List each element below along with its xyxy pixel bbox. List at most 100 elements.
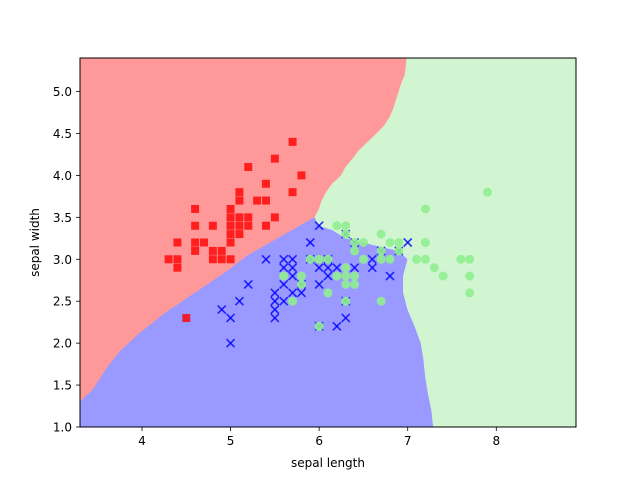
point-class-2 [412, 254, 422, 264]
point-class-1 [332, 321, 342, 331]
decision-regions [79, 57, 577, 428]
y-tick-label: 2.0 [53, 337, 72, 351]
region-class-2 [314, 57, 577, 428]
point-class-0 [208, 255, 217, 264]
point-class-1 [288, 254, 298, 264]
y-tick-label: 1.5 [53, 379, 72, 393]
point-class-2 [465, 288, 475, 298]
point-class-0 [173, 238, 182, 247]
point-class-1 [226, 338, 236, 348]
point-class-1 [270, 288, 280, 298]
point-class-2 [385, 254, 395, 264]
y-tick-label: 3.0 [53, 253, 72, 267]
point-class-1 [279, 263, 289, 273]
point-class-0 [217, 255, 226, 264]
y-tick-label: 2.5 [53, 295, 72, 309]
point-class-1 [305, 237, 315, 248]
point-class-2 [420, 238, 430, 247]
point-class-0 [191, 238, 200, 247]
y-axis-label: sepal width [28, 208, 42, 277]
x-tick-label: 7 [404, 434, 412, 448]
x-tick-label: 6 [315, 434, 323, 448]
point-class-0 [270, 213, 279, 222]
point-class-2 [376, 229, 386, 239]
point-class-1 [279, 279, 289, 289]
point-class-1 [314, 263, 324, 273]
point-class-0 [164, 255, 173, 264]
point-class-2 [279, 271, 289, 281]
point-class-1 [332, 263, 342, 273]
point-class-0 [244, 163, 253, 172]
point-class-0 [226, 221, 235, 230]
y-tick-label: 5.0 [53, 85, 72, 99]
point-class-2 [394, 246, 404, 256]
y-tick-label: 3.5 [53, 211, 72, 225]
point-class-2 [332, 271, 342, 281]
point-class-1 [341, 313, 351, 323]
point-class-1 [243, 279, 253, 289]
point-class-2 [420, 204, 430, 214]
point-class-0 [191, 204, 200, 213]
point-class-1 [261, 254, 271, 264]
point-class-2 [341, 221, 351, 231]
point-class-2 [420, 254, 430, 264]
x-axis-label: sepal length [291, 456, 365, 470]
x-tick-label: 4 [138, 434, 146, 448]
point-class-0 [253, 196, 262, 205]
point-class-1 [279, 254, 289, 264]
point-class-0 [226, 213, 235, 222]
point-class-0 [235, 213, 244, 222]
point-class-1 [288, 263, 298, 273]
point-class-0 [182, 313, 191, 322]
point-class-2 [394, 238, 404, 247]
point-class-2 [350, 271, 360, 281]
point-class-0 [288, 137, 297, 146]
point-class-2 [350, 246, 360, 256]
point-class-2 [358, 238, 368, 247]
point-class-0 [262, 196, 270, 205]
point-class-2 [482, 187, 492, 197]
point-class-2 [314, 254, 324, 264]
point-class-0 [244, 213, 253, 222]
point-class-2 [341, 271, 351, 281]
x-axis-ticks: 4 5 6 7 8 [138, 427, 500, 448]
point-class-2 [341, 279, 351, 289]
point-class-1 [403, 237, 413, 248]
point-class-2 [288, 296, 298, 306]
point-class-0 [244, 221, 253, 230]
point-class-1 [323, 263, 333, 273]
point-class-0 [226, 230, 235, 239]
point-class-1 [367, 254, 377, 264]
point-class-2 [429, 263, 439, 273]
point-class-0 [191, 221, 200, 230]
point-class-1 [270, 296, 280, 306]
point-class-1 [350, 263, 360, 273]
point-class-1 [288, 288, 298, 298]
point-class-0 [262, 179, 270, 188]
point-class-1 [270, 313, 280, 323]
point-class-0 [262, 221, 270, 230]
point-class-1 [314, 221, 324, 231]
y-tick-label: 1.0 [53, 421, 72, 435]
point-class-0 [226, 238, 235, 247]
point-class-1 [314, 279, 324, 289]
point-class-1 [279, 296, 289, 306]
point-class-2 [465, 254, 475, 264]
point-class-2 [341, 263, 351, 273]
point-class-2 [341, 229, 351, 239]
x-tick-label: 5 [227, 434, 235, 448]
point-class-2 [314, 321, 324, 331]
point-class-0 [270, 154, 279, 163]
point-class-2 [323, 288, 333, 298]
point-class-1 [296, 288, 306, 298]
point-class-0 [191, 246, 200, 255]
point-class-0 [226, 255, 235, 264]
point-class-2 [376, 254, 386, 264]
plot-frame [79, 57, 577, 428]
point-class-1 [226, 313, 236, 323]
point-class-0 [235, 196, 244, 205]
point-class-2 [332, 221, 342, 231]
point-class-0 [226, 204, 235, 213]
point-class-2 [376, 246, 386, 256]
point-class-1 [367, 263, 377, 273]
